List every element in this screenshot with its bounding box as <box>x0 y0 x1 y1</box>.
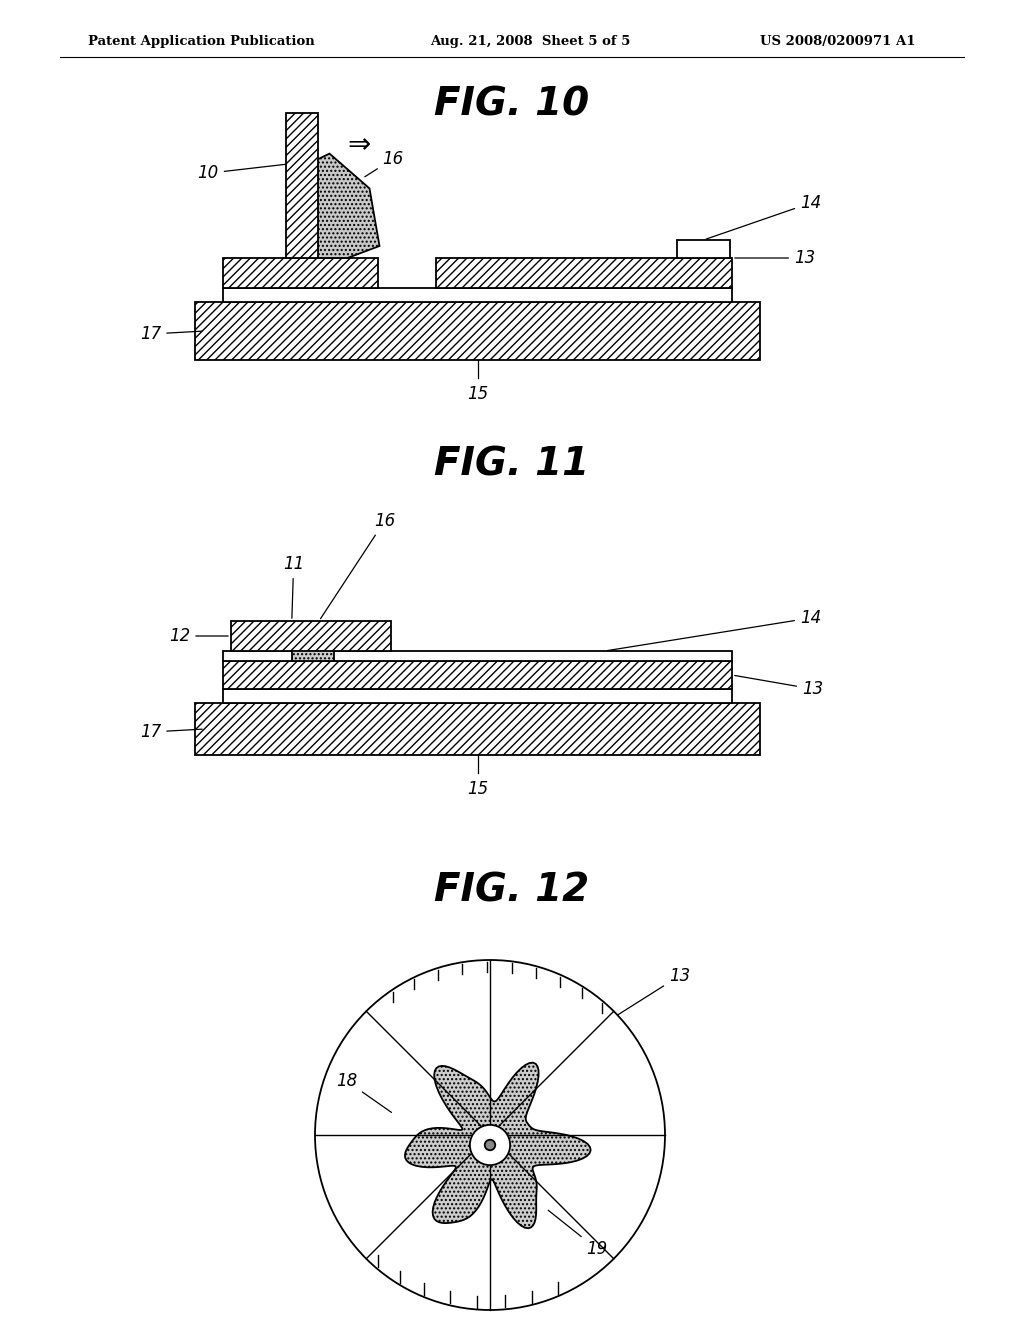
Text: 14: 14 <box>607 609 821 651</box>
Bar <box>223 257 378 288</box>
Text: 15: 15 <box>467 385 488 403</box>
Bar <box>231 620 391 651</box>
Bar <box>195 302 760 360</box>
Text: 19: 19 <box>548 1210 607 1258</box>
Polygon shape <box>404 1063 591 1228</box>
Text: 18: 18 <box>336 1072 391 1113</box>
Text: FIG. 11: FIG. 11 <box>434 445 590 483</box>
Text: 11: 11 <box>283 554 304 618</box>
Bar <box>286 114 317 257</box>
Bar <box>195 704 760 755</box>
Polygon shape <box>317 153 380 257</box>
Circle shape <box>470 1125 510 1166</box>
Bar <box>223 661 732 689</box>
Text: 16: 16 <box>365 149 403 177</box>
Bar <box>436 257 732 288</box>
Bar <box>436 257 732 288</box>
Text: 12: 12 <box>169 627 228 645</box>
Bar <box>195 704 760 755</box>
Text: ⇒: ⇒ <box>347 131 371 158</box>
Text: 13: 13 <box>735 676 823 698</box>
Circle shape <box>315 960 665 1309</box>
Text: 17: 17 <box>140 325 202 343</box>
Bar <box>195 302 760 360</box>
Text: US 2008/0200971 A1: US 2008/0200971 A1 <box>760 36 915 49</box>
Bar <box>223 689 732 704</box>
Text: Aug. 21, 2008  Sheet 5 of 5: Aug. 21, 2008 Sheet 5 of 5 <box>430 36 631 49</box>
Text: 13: 13 <box>735 249 815 267</box>
Bar <box>292 649 334 661</box>
Bar <box>223 288 732 302</box>
Bar <box>286 114 317 257</box>
Bar <box>223 651 732 661</box>
Text: Patent Application Publication: Patent Application Publication <box>88 36 314 49</box>
Text: FIG. 10: FIG. 10 <box>434 84 590 123</box>
Circle shape <box>484 1139 496 1150</box>
Text: 16: 16 <box>321 512 395 619</box>
Bar <box>677 240 730 257</box>
Text: 15: 15 <box>467 780 488 799</box>
Text: 14: 14 <box>707 194 821 239</box>
Text: 17: 17 <box>140 723 202 741</box>
Text: 10: 10 <box>198 164 288 182</box>
Bar <box>223 661 732 689</box>
Bar <box>223 257 378 288</box>
Text: 13: 13 <box>618 968 690 1015</box>
Text: FIG. 12: FIG. 12 <box>434 873 590 909</box>
Bar <box>231 620 391 651</box>
